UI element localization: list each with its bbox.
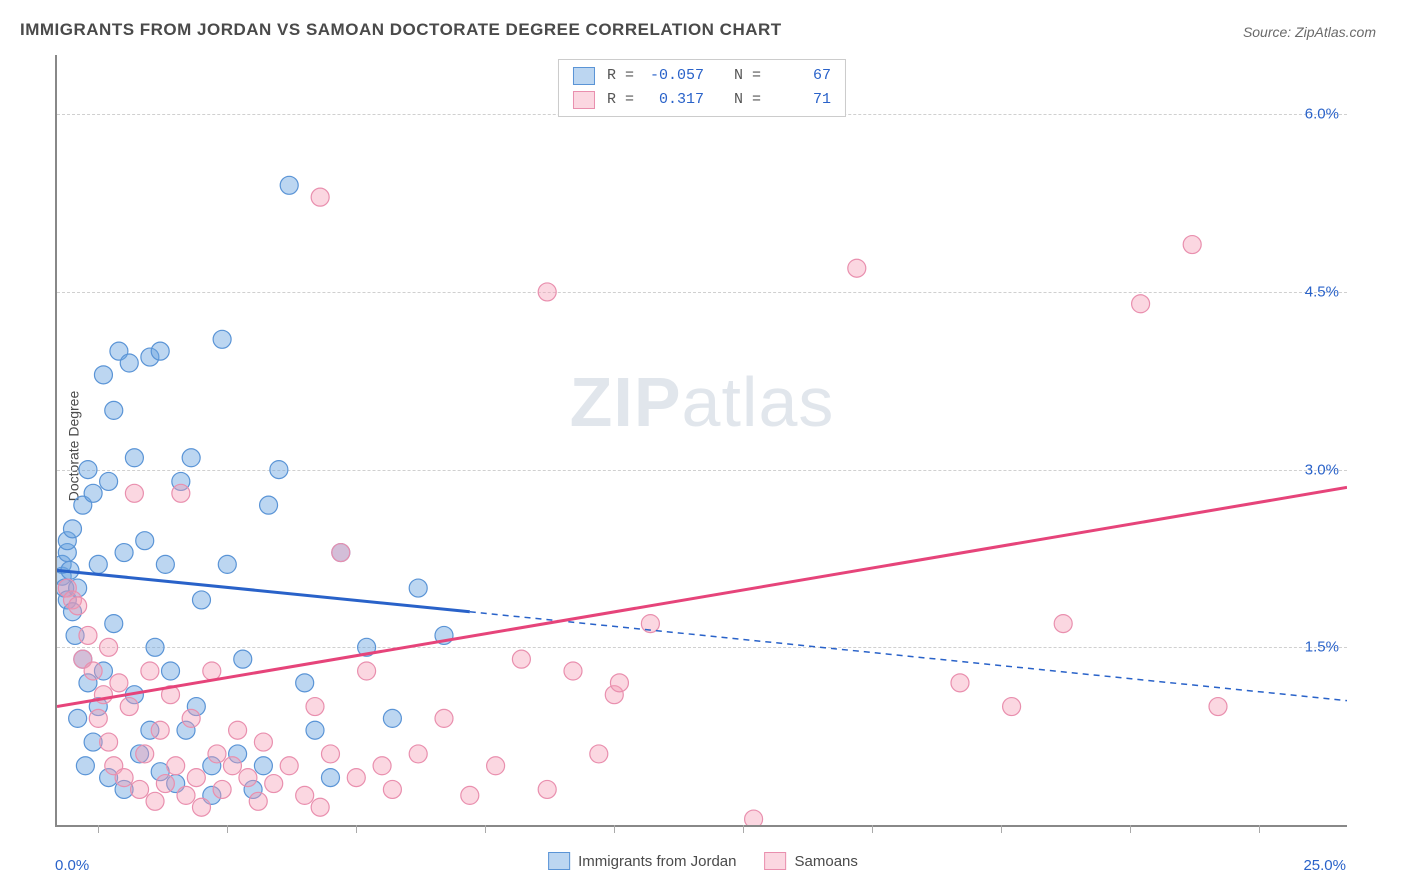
legend-item-samoan: Samoans <box>765 852 858 870</box>
source-label: Source: ZipAtlas.com <box>1243 24 1376 40</box>
legend-label: Immigrants from Jordan <box>578 853 736 870</box>
legend-item-jordan: Immigrants from Jordan <box>548 852 736 870</box>
swatch-samoan-icon <box>573 91 595 109</box>
swatch-samoan-icon <box>765 852 787 870</box>
chart-title: IMMIGRANTS FROM JORDAN VS SAMOAN DOCTORA… <box>20 20 782 40</box>
legend-stats: R =-0.057 N =67 R =0.317 N =71 <box>558 59 846 117</box>
legend-series: Immigrants from Jordan Samoans <box>548 852 858 870</box>
legend-row-samoan: R =0.317 N =71 <box>573 88 831 112</box>
chart-svg <box>57 55 1347 825</box>
swatch-jordan-icon <box>548 852 570 870</box>
x-axis-max-label: 25.0% <box>1303 857 1346 874</box>
legend-label: Samoans <box>795 853 858 870</box>
plot-area: ZIPatlas R =-0.057 N =67 R =0.317 N =71 … <box>55 55 1347 827</box>
x-axis-min-label: 0.0% <box>55 857 89 874</box>
legend-row-jordan: R =-0.057 N =67 <box>573 64 831 88</box>
chart-container: IMMIGRANTS FROM JORDAN VS SAMOAN DOCTORA… <box>0 0 1406 892</box>
swatch-jordan-icon <box>573 67 595 85</box>
